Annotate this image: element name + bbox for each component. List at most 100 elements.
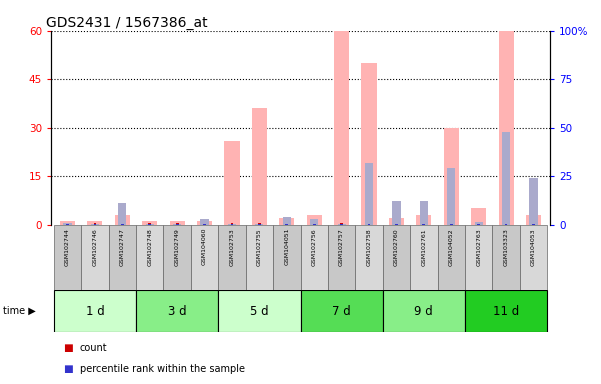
Bar xyxy=(60,222,75,225)
Bar xyxy=(395,223,398,225)
Bar xyxy=(328,225,355,290)
Bar xyxy=(94,223,96,225)
Text: ■: ■ xyxy=(63,364,73,374)
Bar xyxy=(255,223,263,225)
Bar xyxy=(203,223,206,225)
Text: time ▶: time ▶ xyxy=(3,306,35,316)
Bar xyxy=(279,218,294,225)
Bar xyxy=(169,222,185,225)
Bar xyxy=(395,223,398,225)
Bar xyxy=(477,223,480,225)
Bar xyxy=(340,223,343,225)
Text: 11 d: 11 d xyxy=(493,305,519,318)
Bar xyxy=(475,222,483,225)
Bar xyxy=(231,223,233,225)
Bar xyxy=(313,223,316,225)
Bar xyxy=(121,223,124,225)
Bar xyxy=(285,223,288,225)
Bar xyxy=(218,290,300,332)
Bar xyxy=(383,225,410,290)
Bar xyxy=(465,290,547,332)
Bar xyxy=(450,223,453,225)
Text: percentile rank within the sample: percentile rank within the sample xyxy=(80,364,245,374)
Bar xyxy=(246,225,273,290)
Text: GSM102755: GSM102755 xyxy=(257,228,262,265)
Bar xyxy=(201,219,209,225)
Bar xyxy=(532,223,535,225)
Bar xyxy=(173,223,182,225)
Bar xyxy=(203,223,206,225)
Bar xyxy=(383,290,465,332)
Bar xyxy=(334,0,349,225)
Bar xyxy=(505,223,507,225)
Bar xyxy=(282,217,291,225)
Text: GDS2431 / 1567386_at: GDS2431 / 1567386_at xyxy=(46,16,208,30)
Bar xyxy=(191,225,218,290)
Bar xyxy=(338,223,346,225)
Text: 7 d: 7 d xyxy=(332,305,351,318)
Bar xyxy=(148,223,151,225)
Bar xyxy=(54,225,81,290)
Bar xyxy=(310,219,319,225)
Bar xyxy=(416,215,432,225)
Bar xyxy=(498,0,514,225)
Bar xyxy=(520,225,547,290)
Text: GSM104053: GSM104053 xyxy=(531,228,536,265)
Text: GSM102763: GSM102763 xyxy=(476,228,481,266)
Bar xyxy=(273,225,300,290)
Bar xyxy=(477,223,480,225)
Bar xyxy=(148,223,151,225)
Text: GSM104051: GSM104051 xyxy=(284,228,289,265)
Bar xyxy=(368,223,370,225)
Text: GSM102757: GSM102757 xyxy=(339,228,344,266)
Bar xyxy=(492,225,520,290)
Text: GSM102747: GSM102747 xyxy=(120,228,125,266)
Bar xyxy=(532,223,535,225)
Bar xyxy=(465,225,492,290)
Bar xyxy=(176,223,178,225)
Bar xyxy=(81,225,109,290)
Bar xyxy=(355,225,383,290)
Bar xyxy=(136,290,218,332)
Bar xyxy=(66,223,69,225)
Bar xyxy=(252,108,267,225)
Text: GSM102760: GSM102760 xyxy=(394,228,399,265)
Bar xyxy=(91,223,99,225)
Bar xyxy=(163,225,191,290)
Bar xyxy=(285,223,288,225)
Bar xyxy=(54,290,136,332)
Bar xyxy=(197,222,212,225)
Bar xyxy=(118,203,126,225)
Bar xyxy=(423,223,426,225)
Text: GSM102761: GSM102761 xyxy=(421,228,426,265)
Bar xyxy=(505,223,507,225)
Bar xyxy=(231,223,233,225)
Bar xyxy=(389,218,404,225)
Bar xyxy=(307,215,322,225)
Bar xyxy=(258,223,261,225)
Bar xyxy=(313,223,316,225)
Bar xyxy=(136,225,163,290)
Bar xyxy=(94,223,96,225)
Bar xyxy=(368,223,370,225)
Text: GSM102758: GSM102758 xyxy=(367,228,371,265)
Bar xyxy=(300,290,383,332)
Bar xyxy=(471,209,486,225)
Bar xyxy=(176,223,178,225)
Bar xyxy=(218,225,246,290)
Bar xyxy=(423,223,426,225)
Bar xyxy=(444,127,459,225)
Text: ■: ■ xyxy=(63,343,73,353)
Text: GSM102756: GSM102756 xyxy=(312,228,317,265)
Bar xyxy=(529,178,537,225)
Text: GSM102746: GSM102746 xyxy=(93,228,97,266)
Bar xyxy=(419,201,428,225)
Bar xyxy=(258,223,261,225)
Bar xyxy=(447,169,456,225)
Text: GSM102748: GSM102748 xyxy=(147,228,152,266)
Bar xyxy=(340,223,343,225)
Bar xyxy=(410,225,438,290)
Text: 1 d: 1 d xyxy=(85,305,105,318)
Bar xyxy=(392,201,400,225)
Bar xyxy=(361,63,377,225)
